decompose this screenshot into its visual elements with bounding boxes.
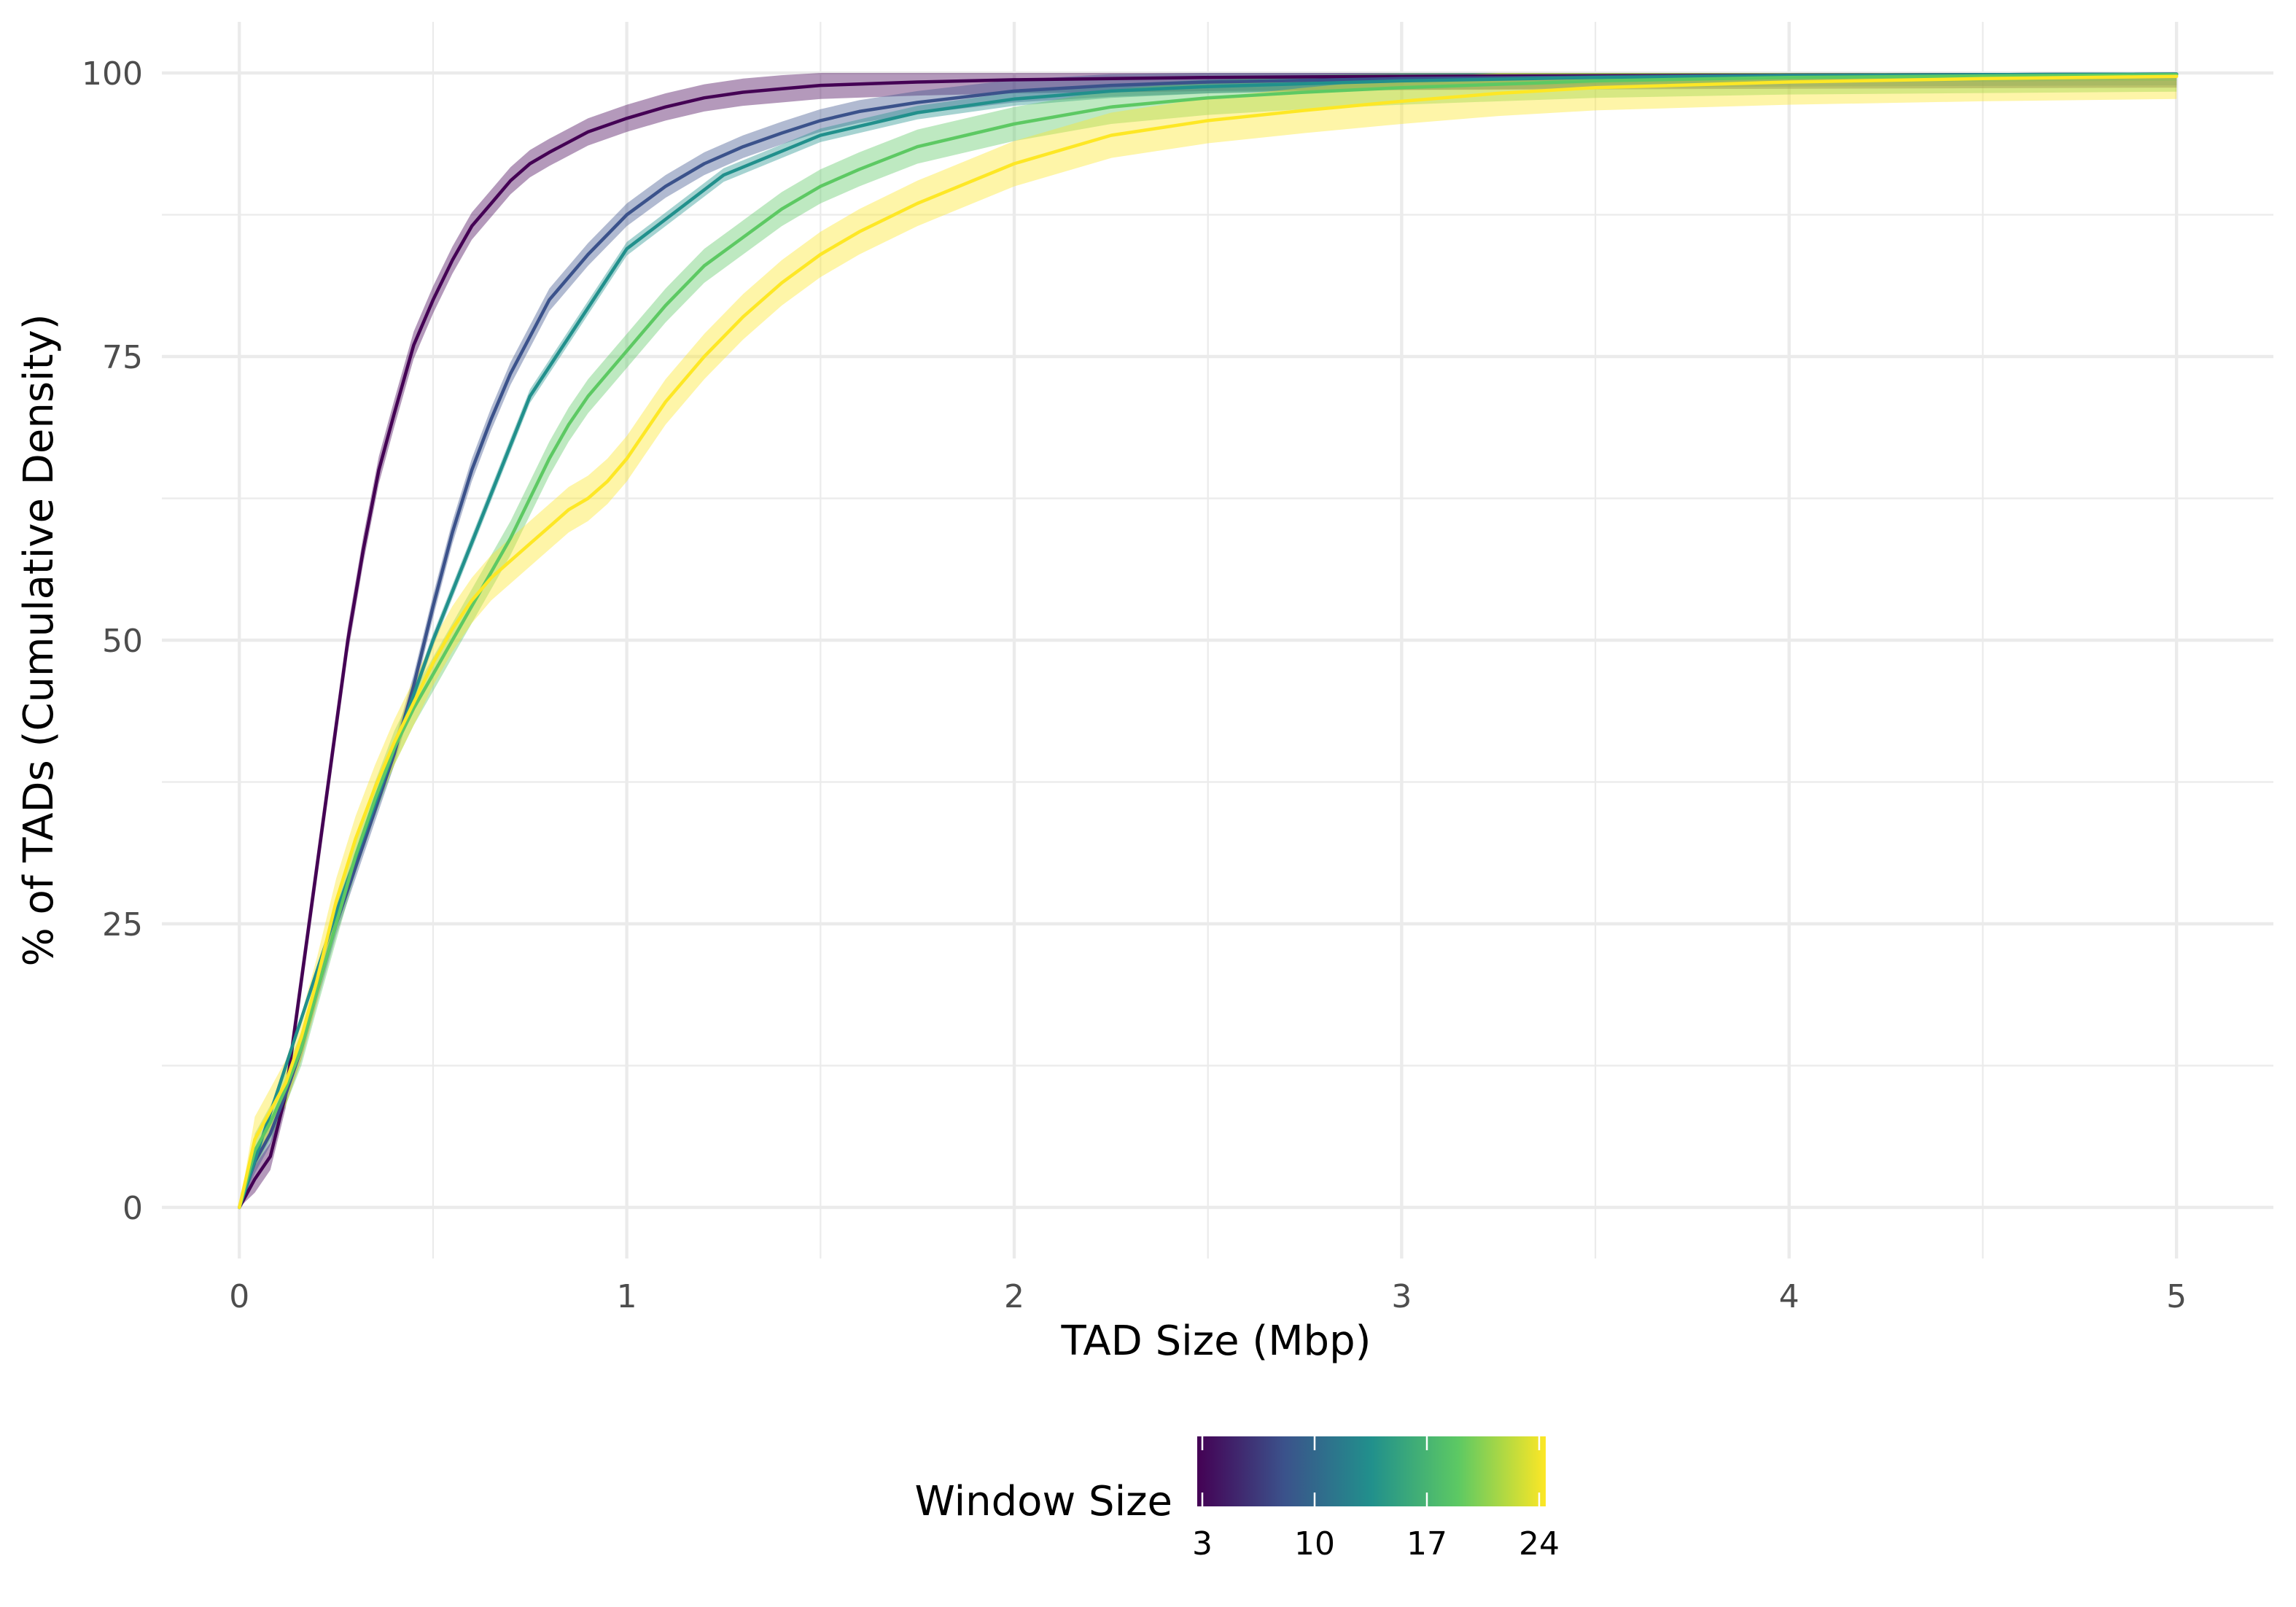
y-tick-labels: 0 25 50 75 100	[82, 55, 143, 1227]
x-tick-label: 1	[617, 1278, 637, 1315]
colorbar-tick-label: 24	[1519, 1525, 1560, 1563]
colorbar	[1197, 1436, 1546, 1506]
line-layer	[238, 72, 2179, 1210]
x-tick-labels: 0 1 2 3 4 5	[229, 1278, 2187, 1315]
y-tick-label: 0	[122, 1190, 143, 1227]
x-axis-title: TAD Size (Mbp)	[1061, 1318, 1371, 1365]
series-line-3	[238, 73, 2179, 1210]
x-tick-label: 5	[2166, 1278, 2187, 1315]
colorbar-tick-label: 17	[1406, 1525, 1447, 1563]
x-tick-label: 0	[229, 1278, 249, 1315]
y-tick-label: 100	[82, 55, 143, 93]
legend-title: Window Size	[914, 1478, 1172, 1525]
series-line-2	[238, 72, 2179, 1210]
legend-ticks: 3 10 17 24	[1192, 1436, 1560, 1563]
colorbar-tick-label: 10	[1294, 1525, 1335, 1563]
colorbar-tick-label: 3	[1192, 1525, 1213, 1563]
ribbon-layer	[239, 73, 2177, 1207]
legend: Window Size 3 10 17 24	[914, 1436, 1560, 1563]
x-tick-label: 2	[1004, 1278, 1024, 1315]
x-tick-label: 3	[1391, 1278, 1412, 1315]
series-ribbon-4	[239, 73, 2177, 1207]
grid-layer	[162, 22, 2273, 1258]
series-line-0	[238, 72, 2179, 1210]
y-tick-label: 50	[102, 623, 143, 660]
x-tick-label: 4	[1779, 1278, 1799, 1315]
y-tick-label: 75	[102, 339, 143, 376]
y-axis-title: % of TADs (Cumulative Density)	[15, 314, 63, 966]
y-tick-label: 25	[102, 906, 143, 943]
series-line-4	[238, 74, 2179, 1210]
